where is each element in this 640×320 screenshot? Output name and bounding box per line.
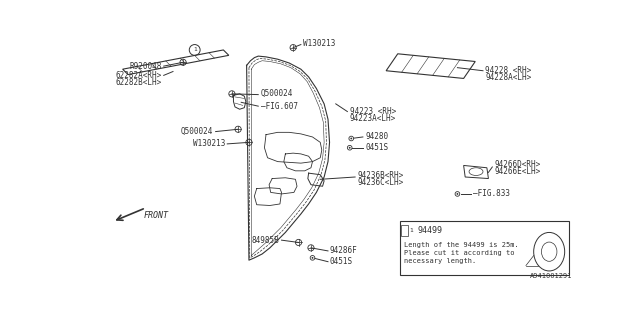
Circle shape <box>456 193 458 195</box>
Text: 84985B: 84985B <box>252 236 279 244</box>
Text: 94236C<LH>: 94236C<LH> <box>358 178 404 187</box>
Circle shape <box>350 138 352 140</box>
Text: 94266D<RH>: 94266D<RH> <box>495 160 541 169</box>
Text: 62282B<LH>: 62282B<LH> <box>115 78 161 87</box>
Text: A941001291: A941001291 <box>530 273 572 279</box>
Text: 94228A<LH>: 94228A<LH> <box>485 73 532 82</box>
Text: 94499: 94499 <box>418 226 443 235</box>
Text: 1: 1 <box>409 228 413 233</box>
Text: Q500024: Q500024 <box>181 127 213 136</box>
Polygon shape <box>400 221 568 275</box>
Circle shape <box>349 147 351 149</box>
Text: 94266E<LH>: 94266E<LH> <box>495 167 541 176</box>
Text: R920048: R920048 <box>129 62 161 71</box>
Text: Q500024: Q500024 <box>260 89 293 98</box>
Text: 62282A<RH>: 62282A<RH> <box>115 71 161 80</box>
Text: 94280: 94280 <box>365 132 388 141</box>
Text: 94223A<LH>: 94223A<LH> <box>349 114 396 123</box>
Circle shape <box>312 257 314 259</box>
Text: —FIG.607: —FIG.607 <box>260 102 298 111</box>
Circle shape <box>348 145 352 150</box>
Text: 94228 <RH>: 94228 <RH> <box>485 66 532 75</box>
Text: W130213: W130213 <box>303 38 335 47</box>
Text: 0451S: 0451S <box>365 143 388 152</box>
Text: necessary length.: necessary length. <box>404 258 476 264</box>
Text: W130213: W130213 <box>193 140 225 148</box>
Text: 94236B<RH>: 94236B<RH> <box>358 171 404 180</box>
Text: Length of the 94499 is 25m.: Length of the 94499 is 25m. <box>404 242 518 248</box>
Text: Please cut it according to: Please cut it according to <box>404 250 515 256</box>
Text: 1: 1 <box>193 47 196 52</box>
Circle shape <box>349 136 353 141</box>
Text: —FIG.833: —FIG.833 <box>473 189 510 198</box>
Text: 94286F: 94286F <box>330 246 357 255</box>
Text: FRONT: FRONT <box>143 211 168 220</box>
Text: 0451S: 0451S <box>330 257 353 266</box>
Text: 94223 <RH>: 94223 <RH> <box>349 107 396 116</box>
Circle shape <box>310 256 315 260</box>
Circle shape <box>455 192 460 196</box>
